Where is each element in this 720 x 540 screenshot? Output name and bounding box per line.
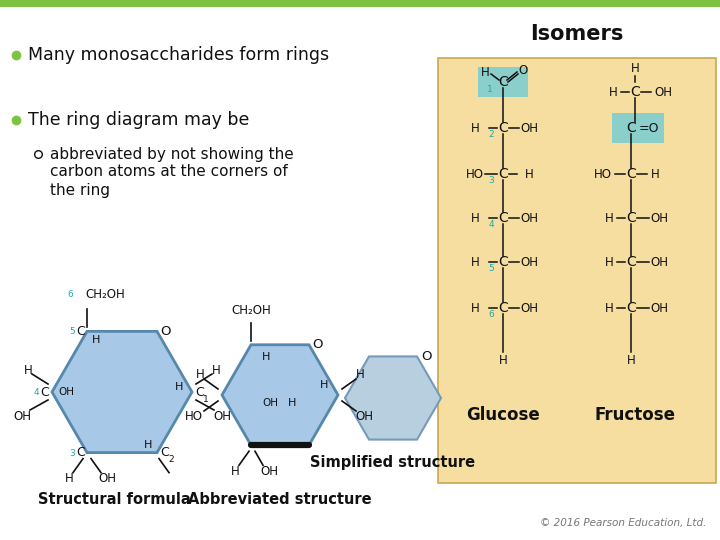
Text: OH: OH — [654, 85, 672, 98]
Text: 6: 6 — [67, 291, 73, 299]
Text: H: H — [471, 212, 480, 225]
Text: OH: OH — [520, 301, 538, 314]
Text: HO: HO — [185, 410, 203, 423]
Text: C: C — [626, 301, 636, 315]
Text: OH: OH — [262, 398, 278, 408]
Text: C: C — [76, 446, 85, 459]
Text: © 2016 Pearson Education, Ltd.: © 2016 Pearson Education, Ltd. — [539, 518, 706, 528]
Text: H: H — [320, 380, 328, 390]
Text: C: C — [626, 121, 636, 135]
Text: H: H — [262, 352, 270, 362]
Text: Abbreviated structure: Abbreviated structure — [188, 492, 372, 508]
Text: OH: OH — [98, 472, 116, 485]
Text: OH: OH — [13, 409, 31, 422]
Text: Glucose: Glucose — [466, 406, 540, 424]
Text: O: O — [421, 350, 431, 363]
Text: H: H — [471, 255, 480, 268]
Text: 2: 2 — [488, 130, 494, 139]
Text: H: H — [605, 255, 613, 268]
Text: OH: OH — [520, 255, 538, 268]
Text: 4: 4 — [33, 388, 39, 397]
Text: H: H — [481, 65, 490, 78]
Text: C: C — [498, 211, 508, 225]
Text: Isomers: Isomers — [531, 24, 624, 44]
Text: H: H — [196, 368, 204, 381]
Text: OH: OH — [355, 410, 373, 423]
Text: 4: 4 — [488, 220, 494, 229]
Text: C: C — [630, 85, 640, 99]
Text: H: H — [356, 368, 364, 381]
Text: C: C — [498, 75, 508, 89]
Text: OH: OH — [650, 255, 668, 268]
Text: C: C — [498, 301, 508, 315]
FancyBboxPatch shape — [438, 58, 716, 483]
Text: C: C — [626, 255, 636, 269]
Text: The ring diagram may be: The ring diagram may be — [28, 111, 249, 129]
Text: H: H — [175, 382, 184, 392]
Text: H: H — [608, 85, 617, 98]
Text: Fructose: Fructose — [595, 406, 675, 424]
Text: H: H — [24, 363, 32, 376]
Text: 1: 1 — [487, 85, 493, 94]
Text: CH₂OH: CH₂OH — [231, 304, 271, 317]
Text: H: H — [499, 354, 508, 367]
Text: OH: OH — [520, 122, 538, 134]
Text: HO: HO — [594, 167, 612, 180]
Text: O: O — [312, 338, 323, 352]
Text: C: C — [498, 167, 508, 181]
Polygon shape — [222, 345, 338, 445]
Polygon shape — [52, 332, 192, 453]
Text: 1: 1 — [203, 395, 209, 404]
Text: 5: 5 — [488, 264, 494, 273]
Text: C: C — [160, 446, 168, 459]
Text: CH₂OH: CH₂OH — [85, 288, 125, 301]
FancyBboxPatch shape — [612, 113, 664, 143]
Text: 2: 2 — [168, 455, 174, 464]
Text: carbon atoms at the corners of: carbon atoms at the corners of — [50, 165, 288, 179]
Text: OH: OH — [650, 212, 668, 225]
Text: H: H — [212, 363, 220, 376]
Text: H: H — [288, 398, 296, 408]
Text: H: H — [65, 472, 73, 485]
Text: H: H — [92, 335, 100, 346]
Text: =O: =O — [639, 122, 660, 134]
Polygon shape — [345, 356, 441, 440]
Text: C: C — [626, 211, 636, 225]
Text: 3: 3 — [488, 176, 494, 185]
Text: OH: OH — [650, 301, 668, 314]
Text: 3: 3 — [69, 449, 75, 457]
Text: Many monosaccharides form rings: Many monosaccharides form rings — [28, 46, 329, 64]
FancyBboxPatch shape — [478, 67, 528, 97]
Text: O: O — [518, 64, 528, 77]
Text: C: C — [195, 386, 204, 399]
Text: C: C — [626, 167, 636, 181]
Text: Structural formula: Structural formula — [37, 492, 190, 508]
Text: the ring: the ring — [50, 183, 110, 198]
Text: H: H — [471, 122, 480, 134]
Text: H: H — [626, 354, 635, 367]
Text: C: C — [40, 386, 49, 399]
Text: O: O — [160, 325, 171, 338]
Text: Simplified structure: Simplified structure — [310, 455, 476, 469]
Text: H: H — [471, 301, 480, 314]
Bar — [0, 0, 720, 7]
Text: abbreviated by not showing the: abbreviated by not showing the — [50, 146, 294, 161]
Text: 5: 5 — [69, 327, 75, 336]
Text: C: C — [498, 121, 508, 135]
Text: H: H — [144, 441, 152, 450]
Text: H: H — [525, 167, 534, 180]
Text: H: H — [605, 301, 613, 314]
Text: C: C — [498, 255, 508, 269]
Text: H: H — [605, 212, 613, 225]
Text: 6: 6 — [488, 310, 494, 319]
Text: OH: OH — [213, 409, 231, 422]
Text: C: C — [76, 325, 85, 338]
Text: H: H — [631, 62, 639, 75]
Text: OH: OH — [520, 212, 538, 225]
Text: OH: OH — [260, 465, 278, 478]
Text: H: H — [230, 465, 239, 478]
Text: HO: HO — [466, 167, 484, 180]
Text: OH: OH — [58, 387, 74, 397]
Text: H: H — [651, 167, 660, 180]
